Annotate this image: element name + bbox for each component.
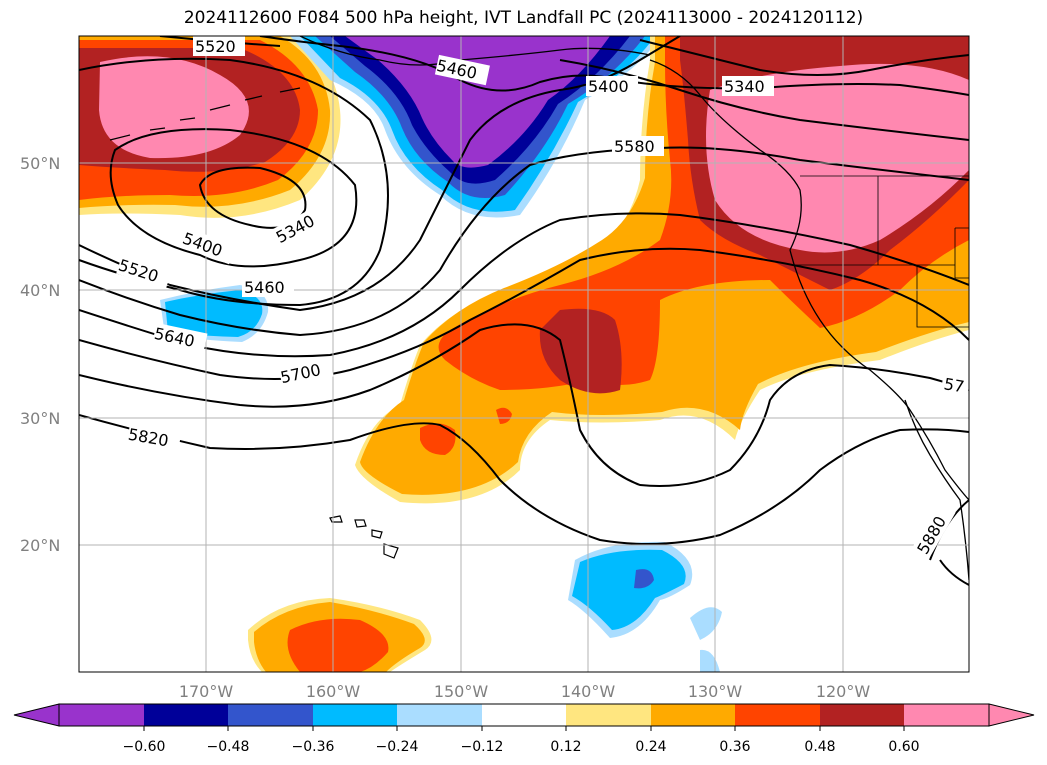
contour-5760 xyxy=(79,323,969,487)
lon-label: 170°W xyxy=(179,682,234,701)
central-darkred xyxy=(539,308,622,394)
map-frame xyxy=(78,35,970,673)
colorbar-tick-label: 0.48 xyxy=(804,739,835,755)
contour-5700 xyxy=(79,247,969,380)
mid-red-spot xyxy=(496,407,512,424)
longitude-labels: 170°W 160°W 150°W 140°W 130°W 120°W xyxy=(179,682,871,701)
lat-label: 30°N xyxy=(20,409,60,428)
main-pc-pink xyxy=(706,63,969,253)
colorbar-outline xyxy=(58,703,990,727)
aleutians xyxy=(109,87,301,141)
colorbar-tick-label: 0.60 xyxy=(888,739,919,755)
contour-label: 5580 xyxy=(614,137,655,156)
ivt-shading xyxy=(79,36,969,672)
contour-top-c xyxy=(639,39,969,76)
nc-neg-purple xyxy=(345,36,610,168)
colorbar-segment xyxy=(59,704,144,726)
colorbar-ticks xyxy=(143,726,905,731)
colorbar-tick-label: −0.60 xyxy=(123,739,166,755)
nw-pc-pink xyxy=(99,56,249,159)
contour-label: 5340 xyxy=(724,77,765,96)
lon-label: 130°W xyxy=(688,682,743,701)
colorbar: −0.60 −0.48 −0.36 −0.24 −0.12 0.12 0.24 … xyxy=(13,703,1035,755)
colorbar-tick-label: 0.36 xyxy=(719,739,750,755)
colorbar-segment xyxy=(820,704,904,726)
colorbar-segment xyxy=(482,704,566,726)
colorbar-segment xyxy=(144,704,228,726)
colorbar-segment xyxy=(313,704,397,726)
contour-label: 5520 xyxy=(195,37,236,56)
colorbar-tick-label: −0.48 xyxy=(207,739,250,755)
colorbar-tick-label: 0.24 xyxy=(635,739,666,755)
state-borders xyxy=(790,175,969,328)
south-pc-red xyxy=(287,618,389,672)
contour-top-d xyxy=(559,59,969,141)
colorbar-segment xyxy=(228,704,313,726)
contour-label: 5460 xyxy=(244,278,285,297)
north-america-coast xyxy=(649,59,969,501)
south-neg-cyan xyxy=(572,549,686,630)
colorbar-segment xyxy=(735,704,820,726)
contour-label: 57 xyxy=(942,374,965,396)
contour-label: 5400 xyxy=(588,77,629,96)
colorbar-tick-label: −0.24 xyxy=(376,739,419,755)
contour-5400-low xyxy=(109,128,358,268)
lon-label: 160°W xyxy=(306,682,361,701)
se-neg-small xyxy=(690,607,722,640)
lat-label: 20°N xyxy=(20,536,60,555)
gridlines xyxy=(79,36,969,672)
colorbar-tick-label: −0.12 xyxy=(461,739,504,755)
latitude-labels: 50°N 40°N 30°N 20°N xyxy=(20,154,60,555)
sw-red-spot xyxy=(420,423,456,455)
lat-label: 50°N xyxy=(20,154,60,173)
lon-label: 140°W xyxy=(561,682,616,701)
lon-label: 120°W xyxy=(816,682,871,701)
colorbar-extend-left xyxy=(13,703,60,727)
lon-label: 150°W xyxy=(434,682,489,701)
map-title: 2024112600 F084 500 hPa height, IVT Land… xyxy=(183,8,864,28)
contour-5580-a xyxy=(79,146,969,337)
colorbar-segment xyxy=(397,704,482,726)
south-neg-blue xyxy=(634,569,654,589)
colorbar-tick-label: −0.36 xyxy=(292,739,335,755)
lat-label: 40°N xyxy=(20,281,60,300)
colorbar-segment xyxy=(566,704,651,726)
colorbar-segment xyxy=(904,704,989,726)
contour-5340-low xyxy=(198,166,307,229)
contour-5880-b xyxy=(939,559,969,586)
colorbar-extend-right xyxy=(988,703,1035,727)
contour-5640 xyxy=(79,212,969,358)
colorbar-tick-label: 0.12 xyxy=(550,739,581,755)
colorbar-segment xyxy=(651,704,735,726)
